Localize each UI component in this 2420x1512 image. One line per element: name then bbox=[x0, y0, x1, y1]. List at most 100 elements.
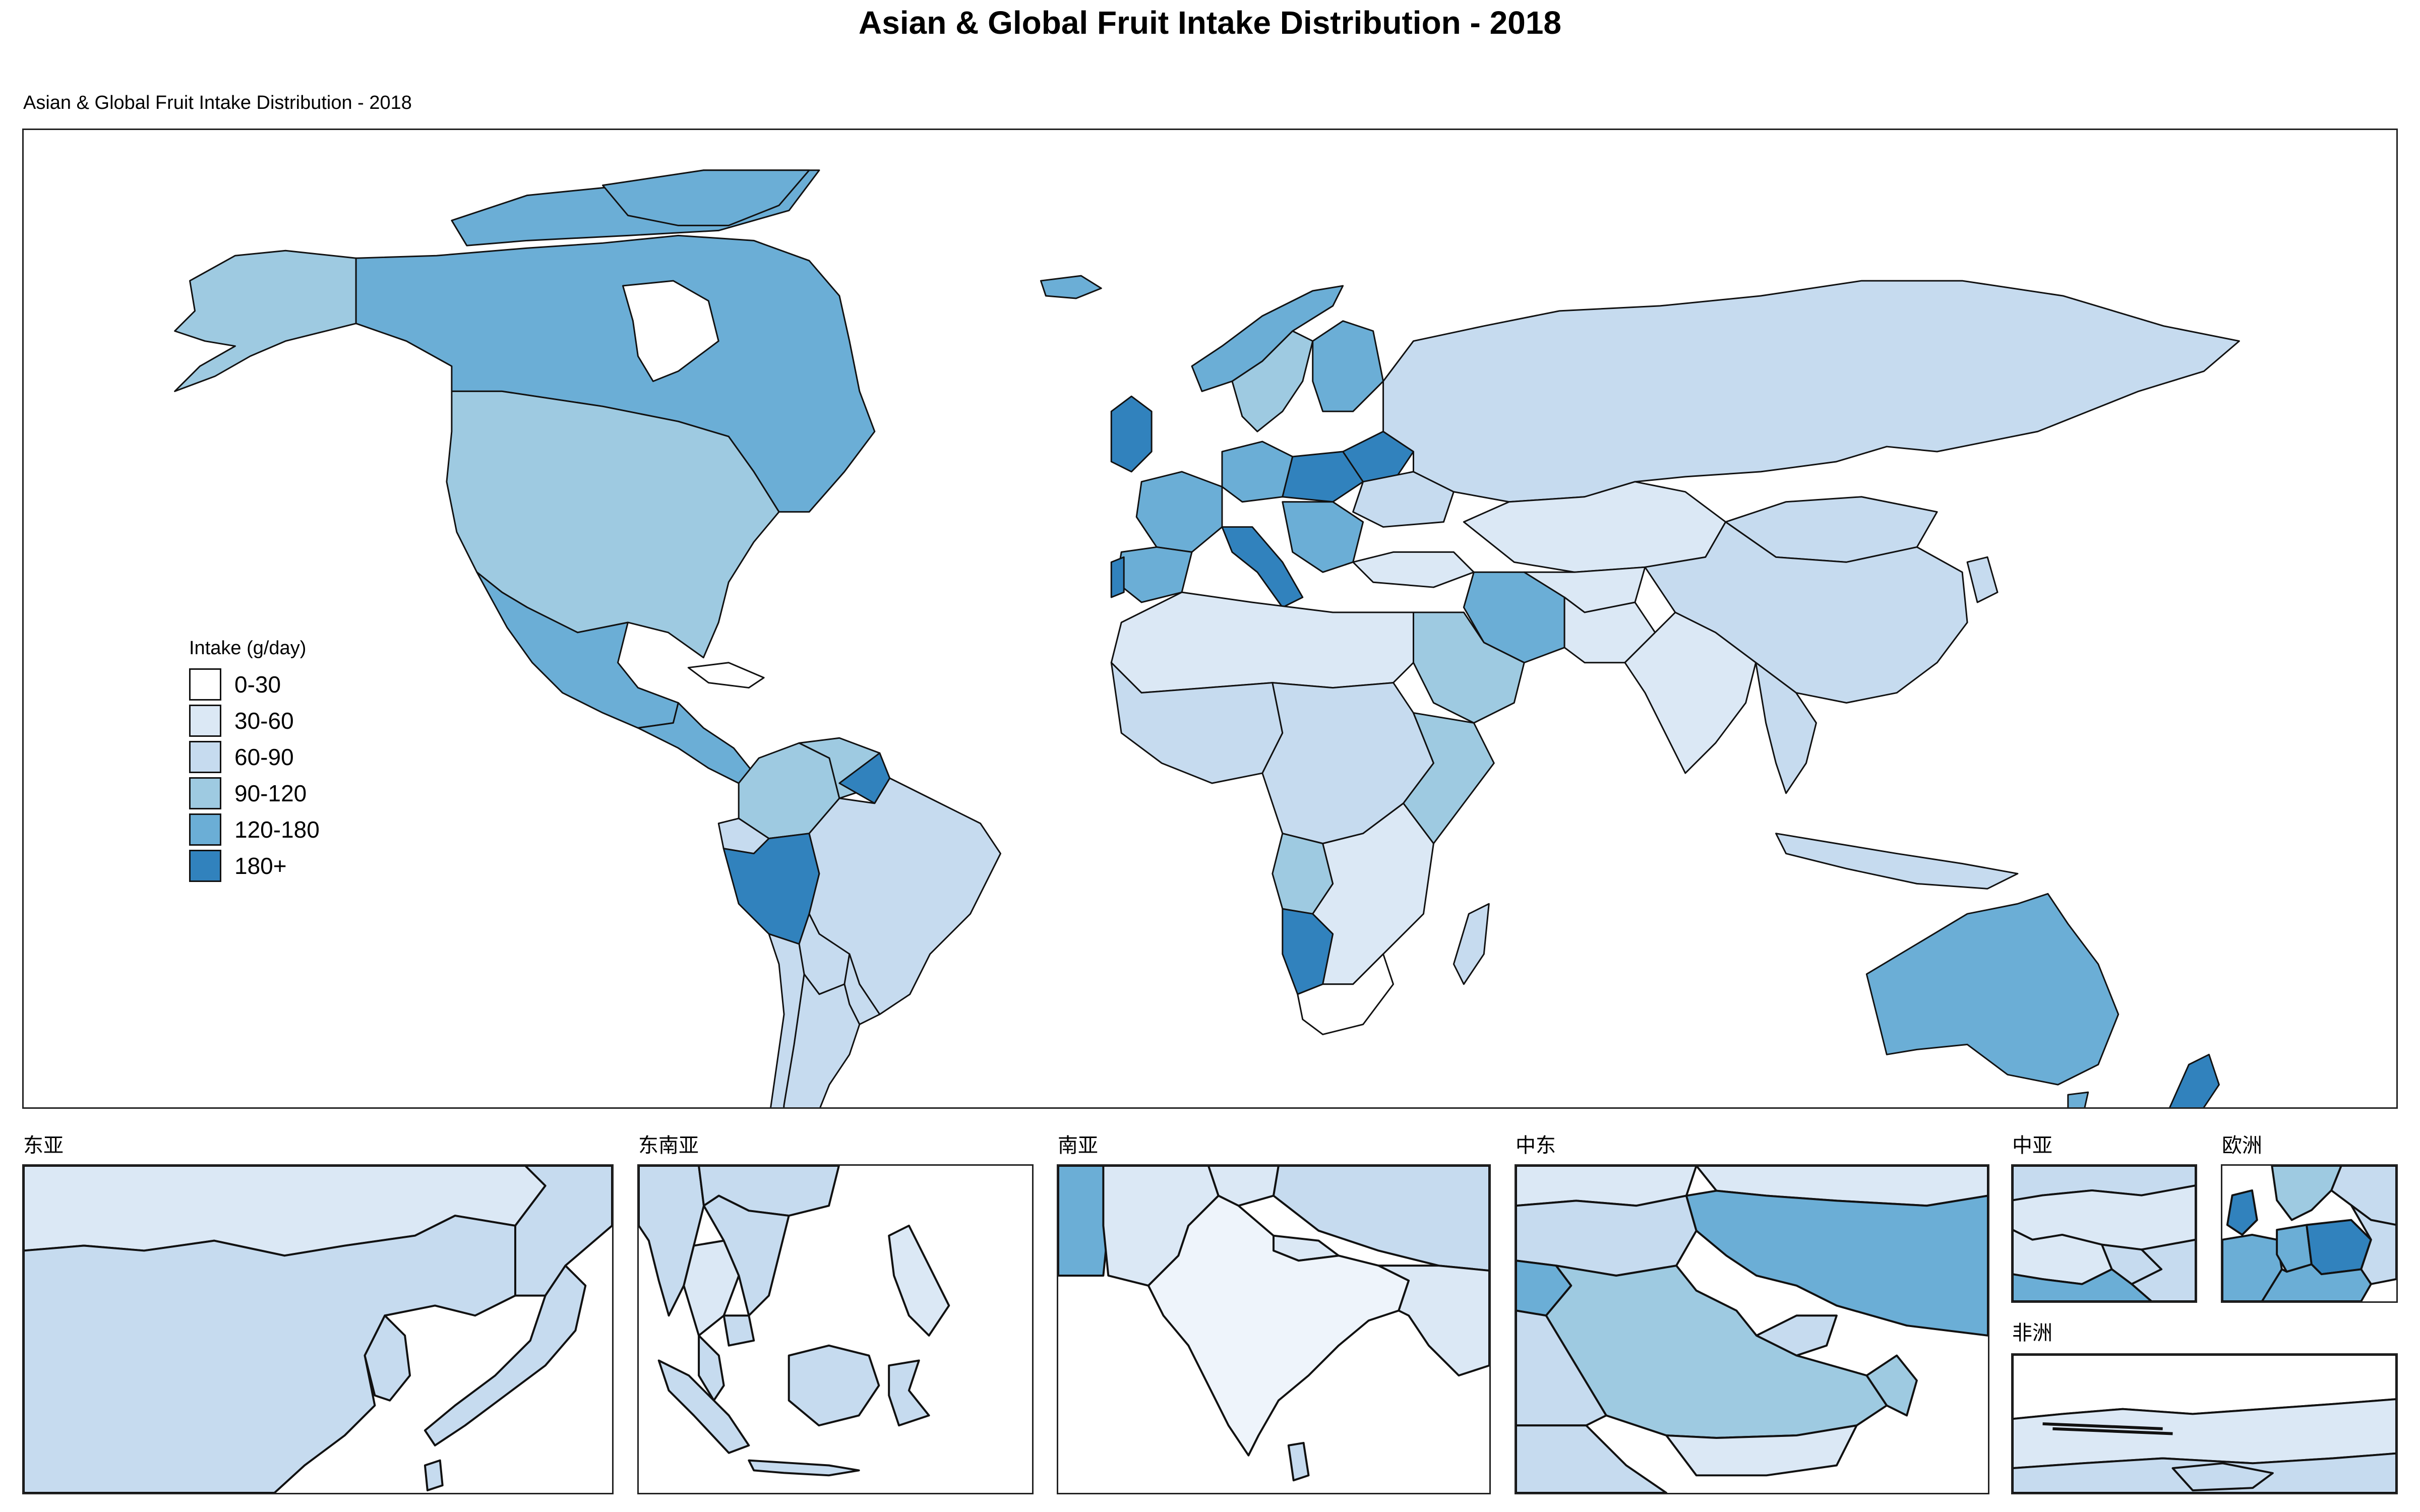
canada bbox=[355, 234, 876, 513]
turkey bbox=[1352, 551, 1475, 588]
legend-label: 60-90 bbox=[234, 744, 294, 770]
inset-label-southeast-asia: 东南亚 bbox=[638, 1134, 699, 1157]
madagascar bbox=[1453, 903, 1490, 985]
malaysia bbox=[698, 1334, 725, 1402]
japan bbox=[424, 1265, 587, 1446]
world-map-panel bbox=[22, 129, 2398, 1109]
russia bbox=[1382, 280, 2240, 503]
java bbox=[748, 1459, 860, 1477]
legend: Intake (g/day) 0-30 30-60 60-90 90-120 1… bbox=[189, 638, 320, 884]
world-map bbox=[174, 169, 2240, 1107]
china-tibet bbox=[1273, 1166, 1489, 1272]
italy bbox=[1221, 526, 1304, 608]
china-west bbox=[2131, 1238, 2196, 1301]
map-title: Asian & Global Fruit Intake Distribution… bbox=[859, 5, 1561, 41]
hudson-bay bbox=[622, 280, 719, 382]
legend-item: 60-90 bbox=[189, 739, 320, 775]
taiwan bbox=[424, 1459, 444, 1492]
inset-south-asia bbox=[1057, 1164, 1491, 1494]
legend-item: 120-180 bbox=[189, 811, 320, 848]
sumatra bbox=[657, 1359, 750, 1454]
legend-swatch bbox=[189, 850, 221, 882]
inset-middle-east bbox=[1515, 1164, 1989, 1494]
australia bbox=[1865, 893, 2120, 1086]
inset-label-middle-east: 中东 bbox=[1516, 1134, 1556, 1157]
usa bbox=[446, 390, 780, 659]
legend-item: 90-120 bbox=[189, 775, 320, 811]
cuba bbox=[687, 662, 765, 689]
cambodia bbox=[722, 1314, 755, 1347]
southeast-asia bbox=[1755, 662, 1817, 794]
inset-label-central-asia: 中亚 bbox=[2012, 1134, 2052, 1157]
sweden bbox=[1231, 330, 1314, 432]
germany bbox=[2276, 1224, 2313, 1273]
norway bbox=[1191, 285, 1344, 392]
chile bbox=[768, 933, 805, 1107]
china bbox=[24, 1215, 516, 1493]
inset-east-asia bbox=[22, 1164, 614, 1494]
iran-afghanistan bbox=[2013, 1268, 2153, 1301]
korea bbox=[364, 1314, 411, 1402]
korea-japan bbox=[1966, 556, 1999, 603]
scandinavia bbox=[2271, 1166, 2342, 1221]
legend-label: 30-60 bbox=[234, 708, 294, 734]
legend-item: 180+ bbox=[189, 848, 320, 884]
laos-vietnam bbox=[703, 1194, 790, 1317]
legend-label: 120-180 bbox=[234, 816, 320, 843]
inset-central-asia bbox=[2011, 1164, 2197, 1303]
legend-label: 90-120 bbox=[234, 780, 307, 806]
iceland bbox=[1040, 275, 1102, 299]
legend-swatch bbox=[189, 777, 221, 809]
borneo bbox=[788, 1344, 880, 1427]
france bbox=[1135, 471, 1223, 553]
portugal bbox=[1110, 556, 1125, 598]
inset-africa bbox=[2011, 1353, 2398, 1494]
inset-label-africa: 非洲 bbox=[2012, 1321, 2052, 1345]
baltic-belarus bbox=[1342, 430, 1414, 483]
legend-swatch bbox=[189, 813, 221, 846]
balkans bbox=[1282, 501, 1364, 573]
legend-item: 30-60 bbox=[189, 703, 320, 739]
inset-label-east-asia: 东亚 bbox=[23, 1134, 64, 1157]
legend-title: Intake (g/day) bbox=[189, 638, 307, 659]
alps-balkans bbox=[2261, 1263, 2372, 1301]
iran bbox=[1058, 1166, 1110, 1277]
new-zealand bbox=[2169, 1053, 2220, 1107]
bangladesh-myanmar bbox=[1377, 1265, 1489, 1377]
east-africa bbox=[1403, 712, 1495, 845]
india bbox=[1624, 611, 1757, 774]
tasmania bbox=[2067, 1091, 2089, 1107]
horn-of-africa bbox=[1516, 1424, 1668, 1493]
sulawesi bbox=[888, 1359, 930, 1427]
uk bbox=[2226, 1189, 2258, 1236]
central-asia bbox=[1207, 1166, 1280, 1207]
central-africa bbox=[2171, 1462, 2274, 1492]
legend-swatch bbox=[189, 705, 221, 737]
oman bbox=[1865, 1354, 1918, 1417]
indonesia bbox=[1775, 833, 2019, 890]
iran bbox=[1685, 1189, 1988, 1337]
saudi-arabia bbox=[1412, 611, 1525, 724]
poland bbox=[1282, 451, 1364, 503]
legend-swatch bbox=[189, 668, 221, 701]
inset-europe bbox=[2221, 1164, 2398, 1303]
central-america bbox=[637, 702, 755, 784]
alaska bbox=[174, 249, 357, 392]
egypt bbox=[1516, 1309, 1607, 1427]
uk bbox=[1110, 395, 1153, 473]
north-africa bbox=[1110, 591, 1414, 694]
legend-label: 0-30 bbox=[234, 671, 281, 698]
south-africa bbox=[1297, 953, 1395, 1035]
ukraine-belarus bbox=[2350, 1204, 2396, 1285]
legend-swatch bbox=[189, 741, 221, 773]
coastline bbox=[2042, 1422, 2173, 1435]
philippines bbox=[888, 1224, 950, 1337]
legend-item: 0-30 bbox=[189, 666, 320, 703]
germany bbox=[1221, 440, 1294, 503]
finland bbox=[1312, 320, 1384, 412]
greenland bbox=[602, 169, 810, 226]
gulf-states bbox=[1755, 1314, 1838, 1357]
yemen bbox=[1665, 1424, 1858, 1477]
inset-label-south-asia: 南亚 bbox=[1058, 1134, 1098, 1157]
legend-label: 180+ bbox=[234, 853, 287, 879]
